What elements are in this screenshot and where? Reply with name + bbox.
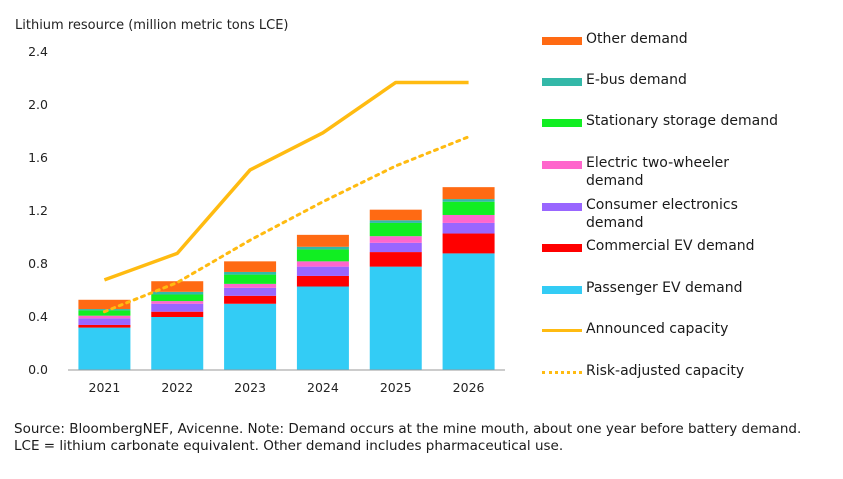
legend-swatch bbox=[542, 244, 582, 252]
announced-capacity-line bbox=[103, 80, 469, 282]
bar-segment bbox=[224, 287, 277, 296]
chart-title: Lithium resource (million metric tons LC… bbox=[15, 18, 289, 33]
bar-segment bbox=[78, 309, 131, 311]
y-tick-label: 1.6 bbox=[28, 150, 48, 165]
legend-item: Consumer electronics demand bbox=[542, 196, 786, 232]
chart: Lithium resource (million metric tons LC… bbox=[15, 18, 505, 395]
bar-segment bbox=[369, 222, 422, 237]
bar-segment bbox=[296, 266, 349, 276]
risk-adjusted-capacity-line bbox=[102, 135, 471, 314]
bar-segment bbox=[442, 222, 495, 234]
bar-segment bbox=[151, 301, 204, 304]
y-tick-label: 2.4 bbox=[28, 44, 48, 59]
legend-label: Passenger EV demand bbox=[586, 280, 743, 296]
bar-segment bbox=[369, 236, 422, 243]
y-tick-label: 0.8 bbox=[28, 256, 48, 271]
legend-item: Stationary storage demand bbox=[542, 112, 786, 130]
legend-swatch bbox=[542, 371, 582, 374]
bar-segment bbox=[442, 199, 495, 202]
legend-item: Electric two-wheeler demand bbox=[542, 154, 786, 190]
capacity-lines bbox=[102, 80, 471, 314]
bar-segment bbox=[296, 286, 349, 370]
bar-segment bbox=[369, 266, 422, 370]
bar-segment bbox=[224, 261, 277, 272]
bar-segment bbox=[151, 311, 204, 317]
bar-segment bbox=[296, 246, 349, 250]
y-tick-label: 0.0 bbox=[28, 362, 48, 377]
legend-swatch bbox=[542, 203, 582, 211]
x-tick-label: 2021 bbox=[89, 380, 121, 395]
y-axis: 0.0 0.4 0.8 1.2 1.6 2.0 2.4 bbox=[28, 44, 48, 377]
stacked-bars bbox=[78, 187, 495, 370]
legend-swatch bbox=[542, 37, 582, 45]
x-tick-label: 2024 bbox=[307, 380, 339, 395]
bar-segment bbox=[296, 234, 349, 247]
bar-segment bbox=[442, 214, 495, 223]
y-tick-label: 2.0 bbox=[28, 97, 48, 112]
legend-label: Consumer electronics demand bbox=[586, 197, 738, 231]
bar-segment bbox=[224, 295, 277, 304]
x-tick-label: 2022 bbox=[161, 380, 193, 395]
legend-label: Commercial EV demand bbox=[586, 238, 755, 254]
legend-item: Commercial EV demand bbox=[542, 237, 786, 255]
x-tick-label: 2026 bbox=[453, 380, 485, 395]
bar-segment bbox=[78, 324, 131, 328]
bar-segment bbox=[224, 274, 277, 284]
legend-item: Risk-adjusted capacity bbox=[542, 362, 786, 380]
legend-swatch bbox=[542, 78, 582, 86]
bar-segment bbox=[442, 201, 495, 215]
y-tick-label: 1.2 bbox=[28, 203, 48, 218]
legend-item: Other demand bbox=[542, 30, 786, 48]
legend-swatch bbox=[542, 161, 582, 169]
legend-label: E-bus demand bbox=[586, 72, 687, 88]
bar-segment bbox=[224, 271, 277, 275]
legend-swatch bbox=[542, 286, 582, 294]
legend-label: Announced capacity bbox=[586, 321, 729, 337]
legend-item: Announced capacity bbox=[542, 320, 786, 338]
bar-segment bbox=[78, 315, 131, 319]
legend-item: E-bus demand bbox=[542, 71, 786, 89]
bar-segment bbox=[442, 187, 495, 200]
bar-segment bbox=[78, 327, 131, 370]
bar-segment bbox=[151, 317, 204, 370]
bar-segment bbox=[296, 249, 349, 262]
bar-segment bbox=[296, 275, 349, 287]
bar-segment bbox=[224, 283, 277, 288]
bar-segment bbox=[442, 253, 495, 370]
bar-segment bbox=[296, 261, 349, 267]
legend-label: Stationary storage demand bbox=[586, 113, 778, 129]
bar-segment bbox=[369, 220, 422, 223]
bar-segment bbox=[78, 318, 131, 325]
bar-segment bbox=[151, 291, 204, 295]
legend-swatch bbox=[542, 119, 582, 127]
bar-segment bbox=[151, 281, 204, 292]
y-tick-label: 0.4 bbox=[28, 309, 48, 324]
bar-segment bbox=[151, 294, 204, 302]
x-axis: 2021 2022 2023 2024 2025 2026 bbox=[89, 380, 485, 395]
x-tick-label: 2025 bbox=[380, 380, 412, 395]
x-tick-label: 2023 bbox=[234, 380, 266, 395]
bar-segment bbox=[78, 299, 131, 310]
legend-label: Electric two-wheeler demand bbox=[586, 155, 729, 189]
source-note: Source: BloombergNEF, Avicenne. Note: De… bbox=[14, 421, 802, 454]
bar-segment bbox=[369, 252, 422, 267]
legend-label: Other demand bbox=[586, 31, 688, 47]
legend-item: Passenger EV demand bbox=[542, 279, 786, 297]
bar-segment bbox=[369, 209, 422, 221]
legend-label: Risk-adjusted capacity bbox=[586, 363, 745, 379]
legend-swatch bbox=[542, 329, 582, 332]
bar-segment bbox=[369, 242, 422, 253]
bar-segment bbox=[151, 303, 204, 312]
bar-segment bbox=[224, 303, 277, 370]
bar-segment bbox=[442, 233, 495, 254]
